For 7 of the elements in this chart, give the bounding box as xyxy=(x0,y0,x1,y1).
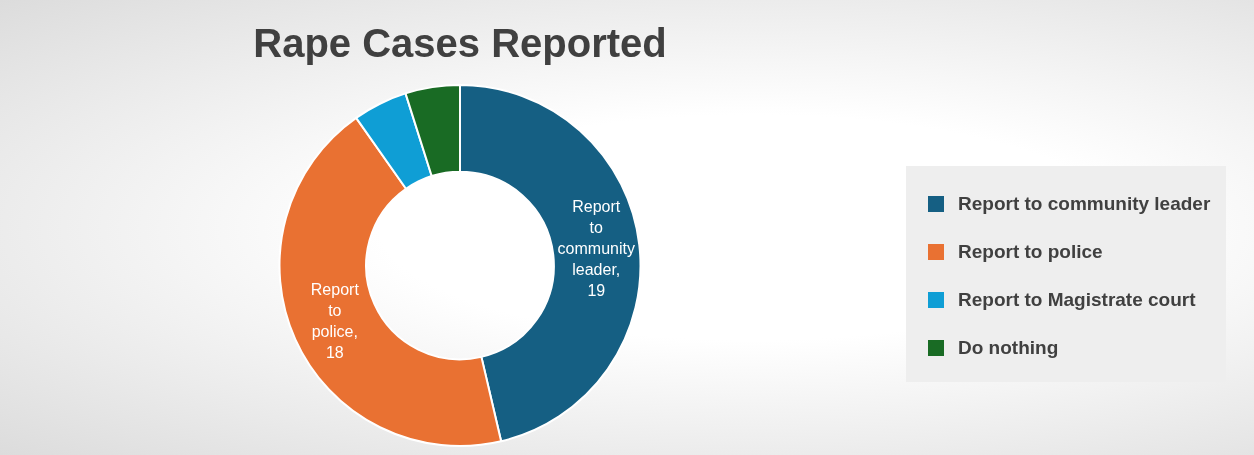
legend-label: Report to Magistrate court xyxy=(958,289,1196,311)
data-label: Report to police, 18 xyxy=(310,280,360,361)
data-label: Report to community leader, 19 xyxy=(557,198,635,300)
legend-label: Report to police xyxy=(958,241,1103,263)
legend-label: Do nothing xyxy=(958,337,1059,359)
legend-label: Report to community leader xyxy=(958,193,1211,215)
chart-title: Rape Cases Reported xyxy=(253,21,667,66)
